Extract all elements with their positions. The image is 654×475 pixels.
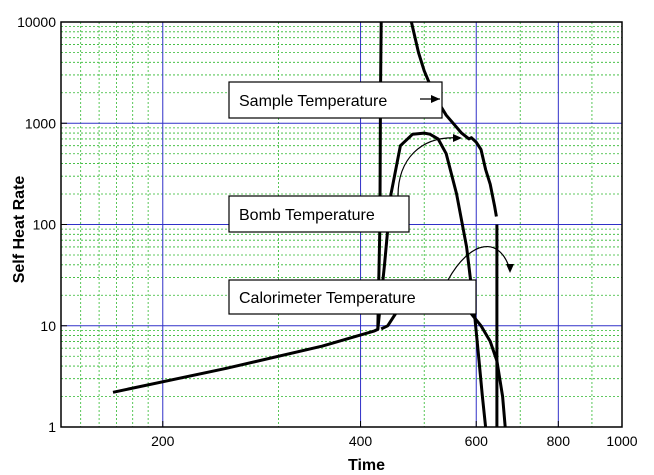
y-tick-label: 1000 xyxy=(25,115,56,131)
callout-box-sample-temperature xyxy=(228,81,443,119)
callout-label-calorimeter-temperature: Calorimeter Temperature xyxy=(239,290,416,307)
callout-box-calorimeter-temperature xyxy=(228,279,477,315)
callouts: Sample Temperature Bomb Temperature Calori… xyxy=(228,81,514,315)
callout-label-bomb-temperature: Bomb Temperature xyxy=(239,207,375,224)
x-tick-label: 400 xyxy=(349,433,373,449)
minor-grid xyxy=(61,22,622,427)
series-line-sample-temperature-branch xyxy=(409,21,498,217)
x-tick-label: 800 xyxy=(547,433,571,449)
callout-arrowhead-sample-temperature xyxy=(431,95,440,103)
callout-box-bomb-temperature xyxy=(228,195,410,233)
callout-arrow-bomb-temperature xyxy=(397,137,461,197)
x-axis-label: Time xyxy=(348,457,385,474)
tick-labels: 200 400 600 800 1000 1 10 100 1000 10000 xyxy=(17,14,638,449)
callout-arrowhead-calorimeter-temperature xyxy=(506,264,514,273)
y-tick-label: 10 xyxy=(40,318,56,334)
callout-arrowhead-bomb-temperature xyxy=(453,134,462,142)
x-tick-label: 200 xyxy=(151,433,175,449)
y-tick-label: 10000 xyxy=(17,14,56,30)
x-tick-label: 1000 xyxy=(606,433,637,449)
x-tick-label: 600 xyxy=(465,433,489,449)
y-tick-label: 100 xyxy=(33,217,57,233)
y-tick-label: 1 xyxy=(48,419,56,435)
callout-label-sample-temperature: Sample Temperature xyxy=(239,93,387,110)
callout-arrow-calorimeter-temperature xyxy=(447,246,511,281)
y-axis-label: Self Heat Rate xyxy=(11,176,28,284)
